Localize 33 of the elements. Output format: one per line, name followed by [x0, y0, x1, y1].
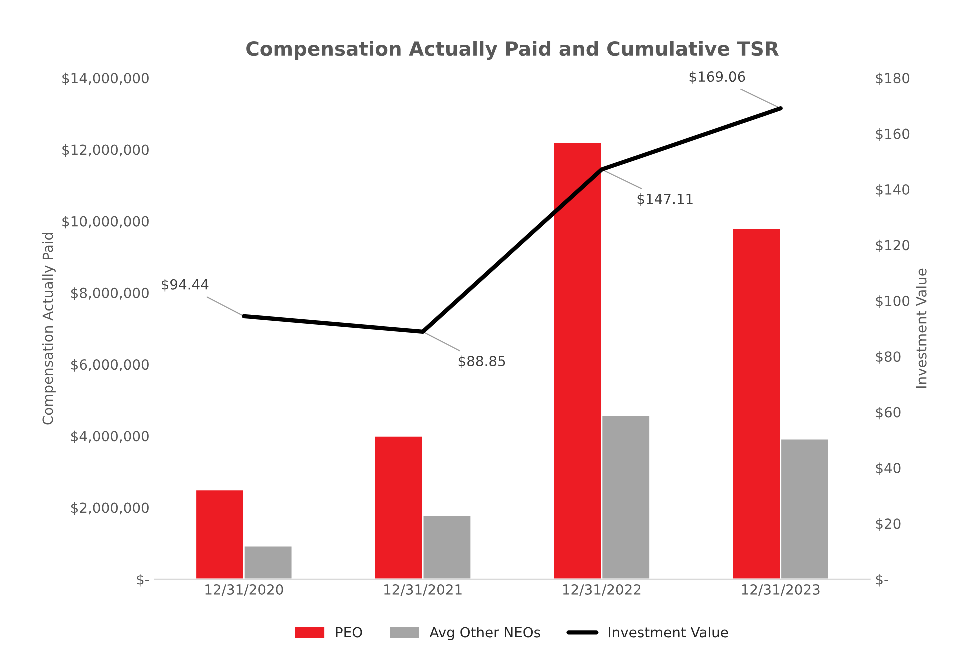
- y-tick-label: $4,000,000: [71, 430, 149, 444]
- y-tick-label: $-: [137, 574, 150, 587]
- y2-tick-label: $160: [876, 128, 910, 142]
- y2-tick-label: $60: [876, 407, 901, 420]
- y-tick-label: $2,000,000: [71, 502, 149, 516]
- legend-label: PEO: [336, 627, 362, 638]
- y-tick-label: $12,000,000: [62, 144, 149, 158]
- y2-tick-label: $-: [876, 574, 888, 587]
- x-tick-label: 12/31/2020: [206, 584, 284, 596]
- y2-axis-title: Investment Value: [916, 268, 927, 388]
- x-tick-label: 12/31/2021: [384, 584, 462, 596]
- y2-tick-label: $40: [876, 462, 901, 476]
- x-tick-label: 12/31/2023: [742, 584, 820, 596]
- legend-label: Avg Other NEOs: [430, 626, 540, 640]
- legend-label: Investment Value: [609, 626, 728, 638]
- y2-tick-label: $120: [876, 240, 910, 253]
- x-tick-label: 12/31/2022: [563, 584, 641, 596]
- y2-tick-label: $20: [876, 518, 901, 532]
- data-label: $169.06: [690, 71, 746, 84]
- y2-tick-label: $180: [876, 72, 910, 86]
- data-label: $94.44: [162, 279, 209, 292]
- y2-tick-label: $100: [876, 296, 910, 308]
- y-tick-label: $8,000,000: [71, 288, 149, 300]
- y-tick-label: $10,000,000: [62, 216, 149, 229]
- y2-tick-label: $140: [876, 184, 910, 197]
- chart-title: Compensation Actually Paid and Cumulative TSR: [246, 41, 780, 60]
- data-label: $147.11: [638, 194, 693, 206]
- y-tick-label: $6,000,000: [71, 359, 149, 372]
- line-series: [242, 106, 783, 334]
- data-label: $88.85: [458, 356, 506, 368]
- y2-tick-label: $80: [876, 351, 901, 364]
- y-axis-title: Compensation Actually Paid: [42, 233, 56, 425]
- y-tick-label: $14,000,000: [62, 72, 149, 86]
